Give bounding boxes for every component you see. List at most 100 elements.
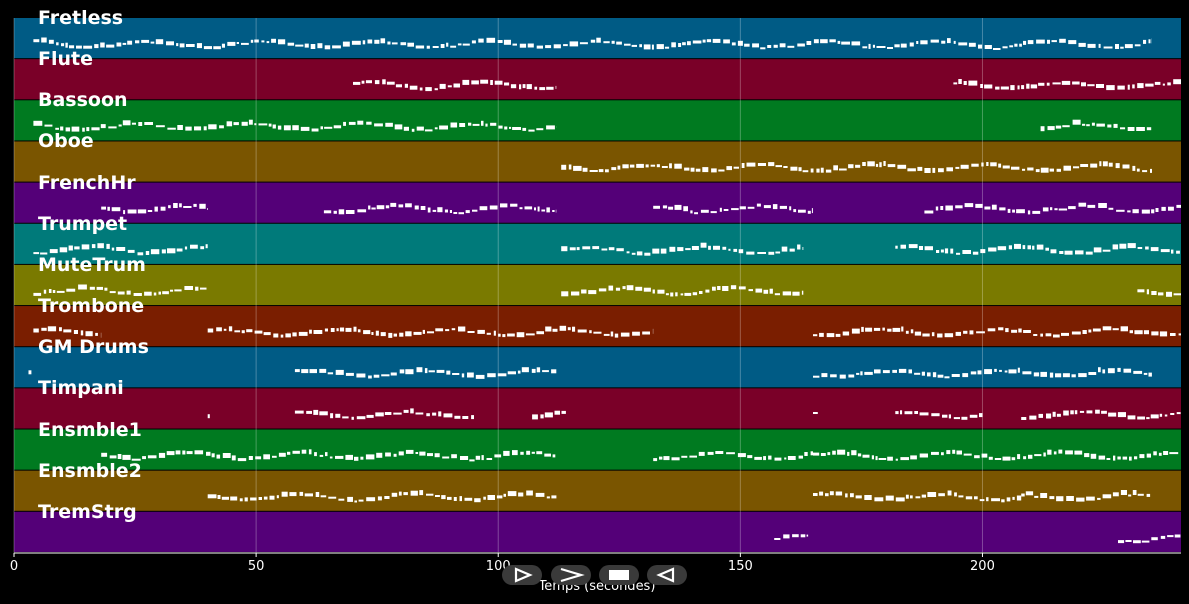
- note: [662, 205, 668, 209]
- note: [301, 449, 307, 454]
- note: [516, 332, 525, 338]
- note: [339, 327, 345, 332]
- note: [979, 499, 985, 502]
- note: [221, 43, 225, 48]
- note: [411, 128, 415, 132]
- note: [536, 451, 543, 455]
- note: [228, 326, 233, 332]
- note: [830, 374, 837, 378]
- note: [684, 167, 690, 171]
- note: [1056, 413, 1061, 417]
- note: [1167, 535, 1174, 538]
- note: [398, 491, 402, 496]
- note: [617, 165, 621, 170]
- note: [1113, 123, 1118, 128]
- note: [403, 409, 409, 413]
- note: [733, 166, 739, 169]
- note: [525, 333, 535, 336]
- note: [552, 328, 558, 332]
- note: [1046, 413, 1052, 419]
- note: [775, 165, 782, 168]
- note: [94, 44, 99, 49]
- note: [878, 458, 887, 460]
- note: [85, 331, 93, 337]
- note: [898, 368, 907, 373]
- note: [1053, 451, 1057, 455]
- note: [449, 210, 452, 213]
- note: [1028, 454, 1033, 459]
- note: [707, 451, 714, 455]
- note: [304, 493, 313, 497]
- note: [263, 454, 270, 460]
- note: [434, 453, 440, 458]
- note: [1150, 168, 1152, 173]
- rewind-button[interactable]: [647, 565, 687, 585]
- note: [882, 327, 885, 331]
- note: [385, 122, 393, 127]
- play-button[interactable]: [502, 565, 542, 585]
- note: [320, 495, 327, 498]
- note: [661, 166, 668, 168]
- note: [333, 125, 342, 129]
- note: [631, 252, 636, 255]
- forward-button[interactable]: [551, 565, 591, 585]
- note: [472, 123, 480, 126]
- track-label: Trombone: [38, 295, 145, 318]
- note: [626, 251, 630, 254]
- note: [555, 85, 557, 89]
- stop-button[interactable]: [599, 565, 639, 585]
- note: [475, 455, 481, 460]
- note: [1081, 82, 1086, 87]
- note: [292, 332, 297, 337]
- note: [879, 162, 882, 168]
- note: [1134, 330, 1143, 335]
- note: [979, 413, 983, 418]
- note: [1103, 46, 1113, 49]
- note: [900, 457, 909, 461]
- note: [362, 40, 366, 45]
- note: [354, 456, 359, 461]
- note: [519, 84, 522, 90]
- note: [1176, 204, 1181, 208]
- note: [444, 209, 448, 213]
- note: [1106, 458, 1111, 460]
- note: [127, 209, 137, 214]
- note: [569, 41, 579, 47]
- note: [356, 416, 366, 420]
- note: [1053, 334, 1060, 338]
- track-band: [14, 388, 1181, 429]
- note: [726, 166, 732, 171]
- note: [289, 492, 297, 497]
- note: [450, 45, 457, 48]
- note: [1017, 454, 1021, 460]
- note: [684, 292, 692, 296]
- note: [668, 206, 674, 210]
- note: [919, 246, 923, 250]
- note: [998, 327, 1004, 331]
- note: [833, 165, 838, 171]
- note: [711, 168, 717, 173]
- note: [1068, 40, 1077, 45]
- note: [972, 251, 979, 255]
- note: [447, 496, 452, 500]
- note: [345, 454, 353, 460]
- note: [415, 45, 425, 49]
- note: [589, 170, 598, 172]
- note: [91, 244, 96, 249]
- note: [551, 495, 557, 499]
- note: [196, 43, 202, 49]
- note: [639, 44, 642, 48]
- note: [285, 333, 291, 338]
- note: [237, 458, 247, 462]
- note: [167, 248, 176, 254]
- note: [919, 412, 929, 416]
- note: [1055, 373, 1062, 378]
- note: [475, 374, 485, 379]
- note: [1159, 331, 1168, 337]
- note: [246, 329, 253, 333]
- note: [615, 287, 621, 291]
- note: [1146, 127, 1152, 131]
- note: [1000, 86, 1009, 90]
- note: [1123, 368, 1132, 373]
- note: [426, 45, 430, 49]
